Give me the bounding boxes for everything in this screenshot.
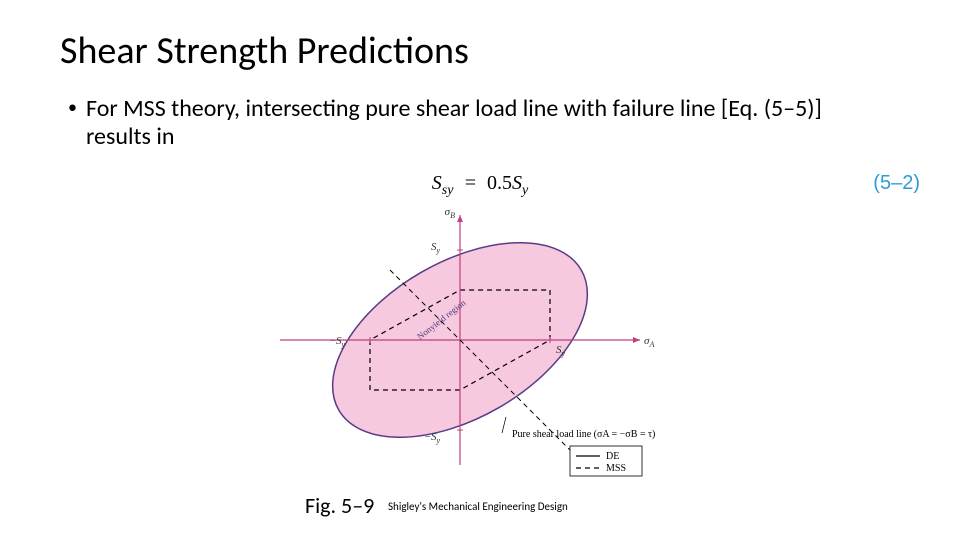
slide: Shear Strength Predictions • For MSS the… bbox=[0, 0, 960, 540]
svg-text:MSS: MSS bbox=[606, 463, 626, 474]
bullet-item: • For MSS theory, intersecting pure shea… bbox=[86, 95, 866, 150]
svg-text:DE: DE bbox=[606, 451, 619, 462]
bullet-text: For MSS theory, intersecting pure shear … bbox=[86, 94, 822, 151]
bullet-dot: • bbox=[68, 97, 77, 118]
equation-block: Ssy = 0.5Sy bbox=[0, 172, 960, 199]
svg-text:Sy: Sy bbox=[431, 241, 441, 255]
failure-envelope-diagram: Nonyield regionσAσBSy−SySy−SyPure shear … bbox=[270, 205, 690, 485]
equation-text: Ssy = 0.5Sy bbox=[432, 172, 528, 194]
svg-text:σB: σB bbox=[445, 206, 455, 220]
figure-caption: Fig. 5–9 bbox=[305, 492, 374, 519]
equation-number: (5–2) bbox=[873, 172, 920, 195]
svg-text:−Sy: −Sy bbox=[330, 335, 346, 349]
footer-attribution: Shigley's Mechanical Engineering Design bbox=[388, 500, 568, 513]
slide-title: Shear Strength Predictions bbox=[60, 28, 469, 74]
svg-text:Pure shear load line (σA = −σB: Pure shear load line (σA = −σB = τ) bbox=[512, 429, 655, 440]
svg-text:σA: σA bbox=[644, 335, 654, 349]
